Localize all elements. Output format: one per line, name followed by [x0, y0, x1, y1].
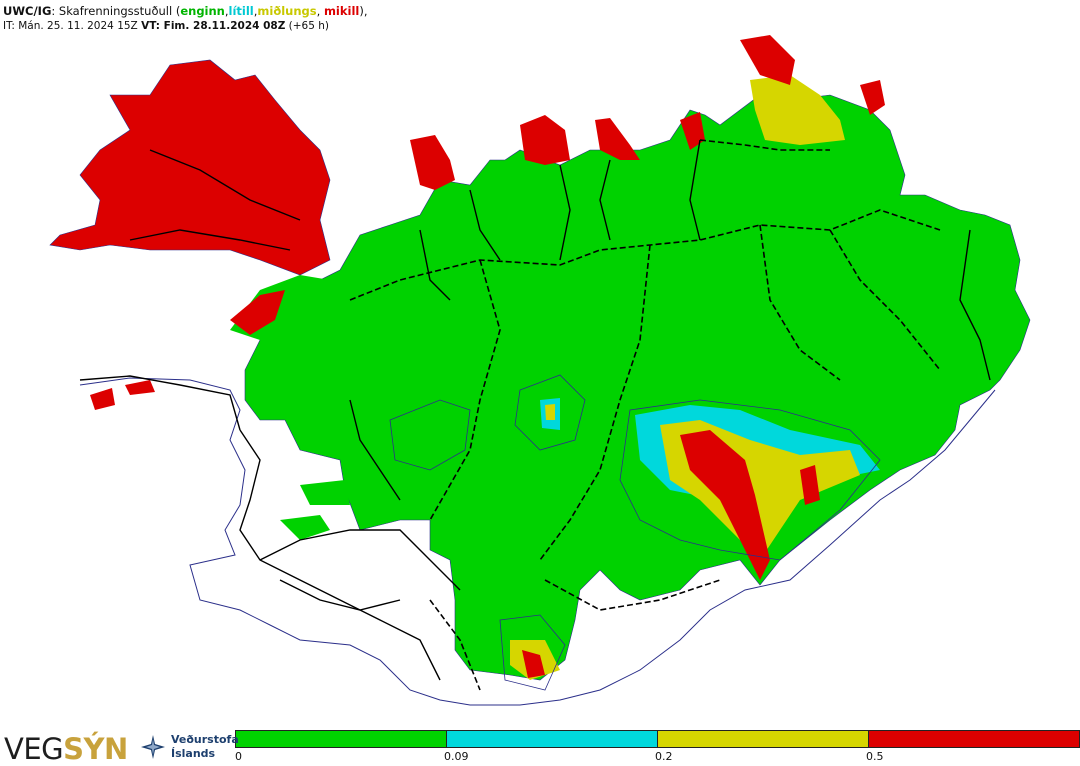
- zone-high-melrakka: [740, 35, 795, 85]
- vegsyn-logo: VEGSÝN: [4, 732, 128, 766]
- vedurstofa-star-icon: [141, 735, 165, 759]
- category-high-label: mikill: [323, 4, 360, 18]
- vedurstofa-logo: Veðurstofa Íslands: [171, 733, 239, 760]
- zone-high-west-strip: [90, 388, 115, 410]
- zone-mid-melrakka: [750, 75, 845, 145]
- legend-swatch-low: [446, 730, 658, 748]
- legend-swatch-none: [235, 730, 447, 748]
- map-title: UWC/IG: Skafrenningsstuðull (enginn,líti…: [3, 4, 368, 18]
- legend-swatch-high: [868, 730, 1080, 748]
- road-network: [79, 139, 991, 681]
- zone-mid-langjokull: [545, 404, 555, 420]
- zone-high-se-spot: [800, 465, 820, 505]
- zone-high-langanes: [860, 80, 885, 115]
- zone-high-snaefells: [125, 380, 155, 395]
- region-boundaries: [349, 139, 941, 691]
- glacier-outlines: [389, 374, 881, 691]
- map-timestamps: IT: Mán. 25. 11. 2024 15Z VT: Fim. 28.11…: [3, 19, 329, 33]
- category-none-label: enginn: [180, 4, 225, 18]
- iceland-map: [49, 35, 1031, 706]
- initial-time: IT: Mán. 25. 11. 2024 15Z: [3, 20, 142, 32]
- zone-none: [244, 94, 1031, 681]
- lead-time: (+65 h): [285, 20, 330, 32]
- valid-time: VT: Fim. 28.11.2024 08Z: [141, 20, 286, 32]
- category-mid-label: miðlungs: [257, 4, 317, 18]
- legend-swatch-mid: [657, 730, 869, 748]
- zone-high-vatna: [680, 430, 770, 580]
- category-low-label: lítill: [228, 4, 254, 18]
- zone-high-south: [522, 650, 545, 678]
- coastline: [79, 377, 996, 706]
- zone-high-tjornes: [680, 112, 705, 150]
- legend-tick-05: 0.5: [866, 750, 884, 763]
- legend-tick-009: 0.09: [444, 750, 469, 763]
- model-label: UWC/IG: [3, 4, 52, 18]
- zone-none-w: [300, 480, 350, 505]
- zone-high-skagi: [410, 135, 455, 190]
- zone-high-westfjords-south: [230, 290, 285, 335]
- legend-tick-02: 0.2: [655, 750, 673, 763]
- zone-high-westfjords: [49, 59, 331, 276]
- zone-high-trollaskagi: [520, 115, 570, 165]
- legend-tick-0: 0: [235, 750, 242, 763]
- zone-high-north-mid: [595, 118, 640, 160]
- zone-none-sw: [280, 515, 330, 540]
